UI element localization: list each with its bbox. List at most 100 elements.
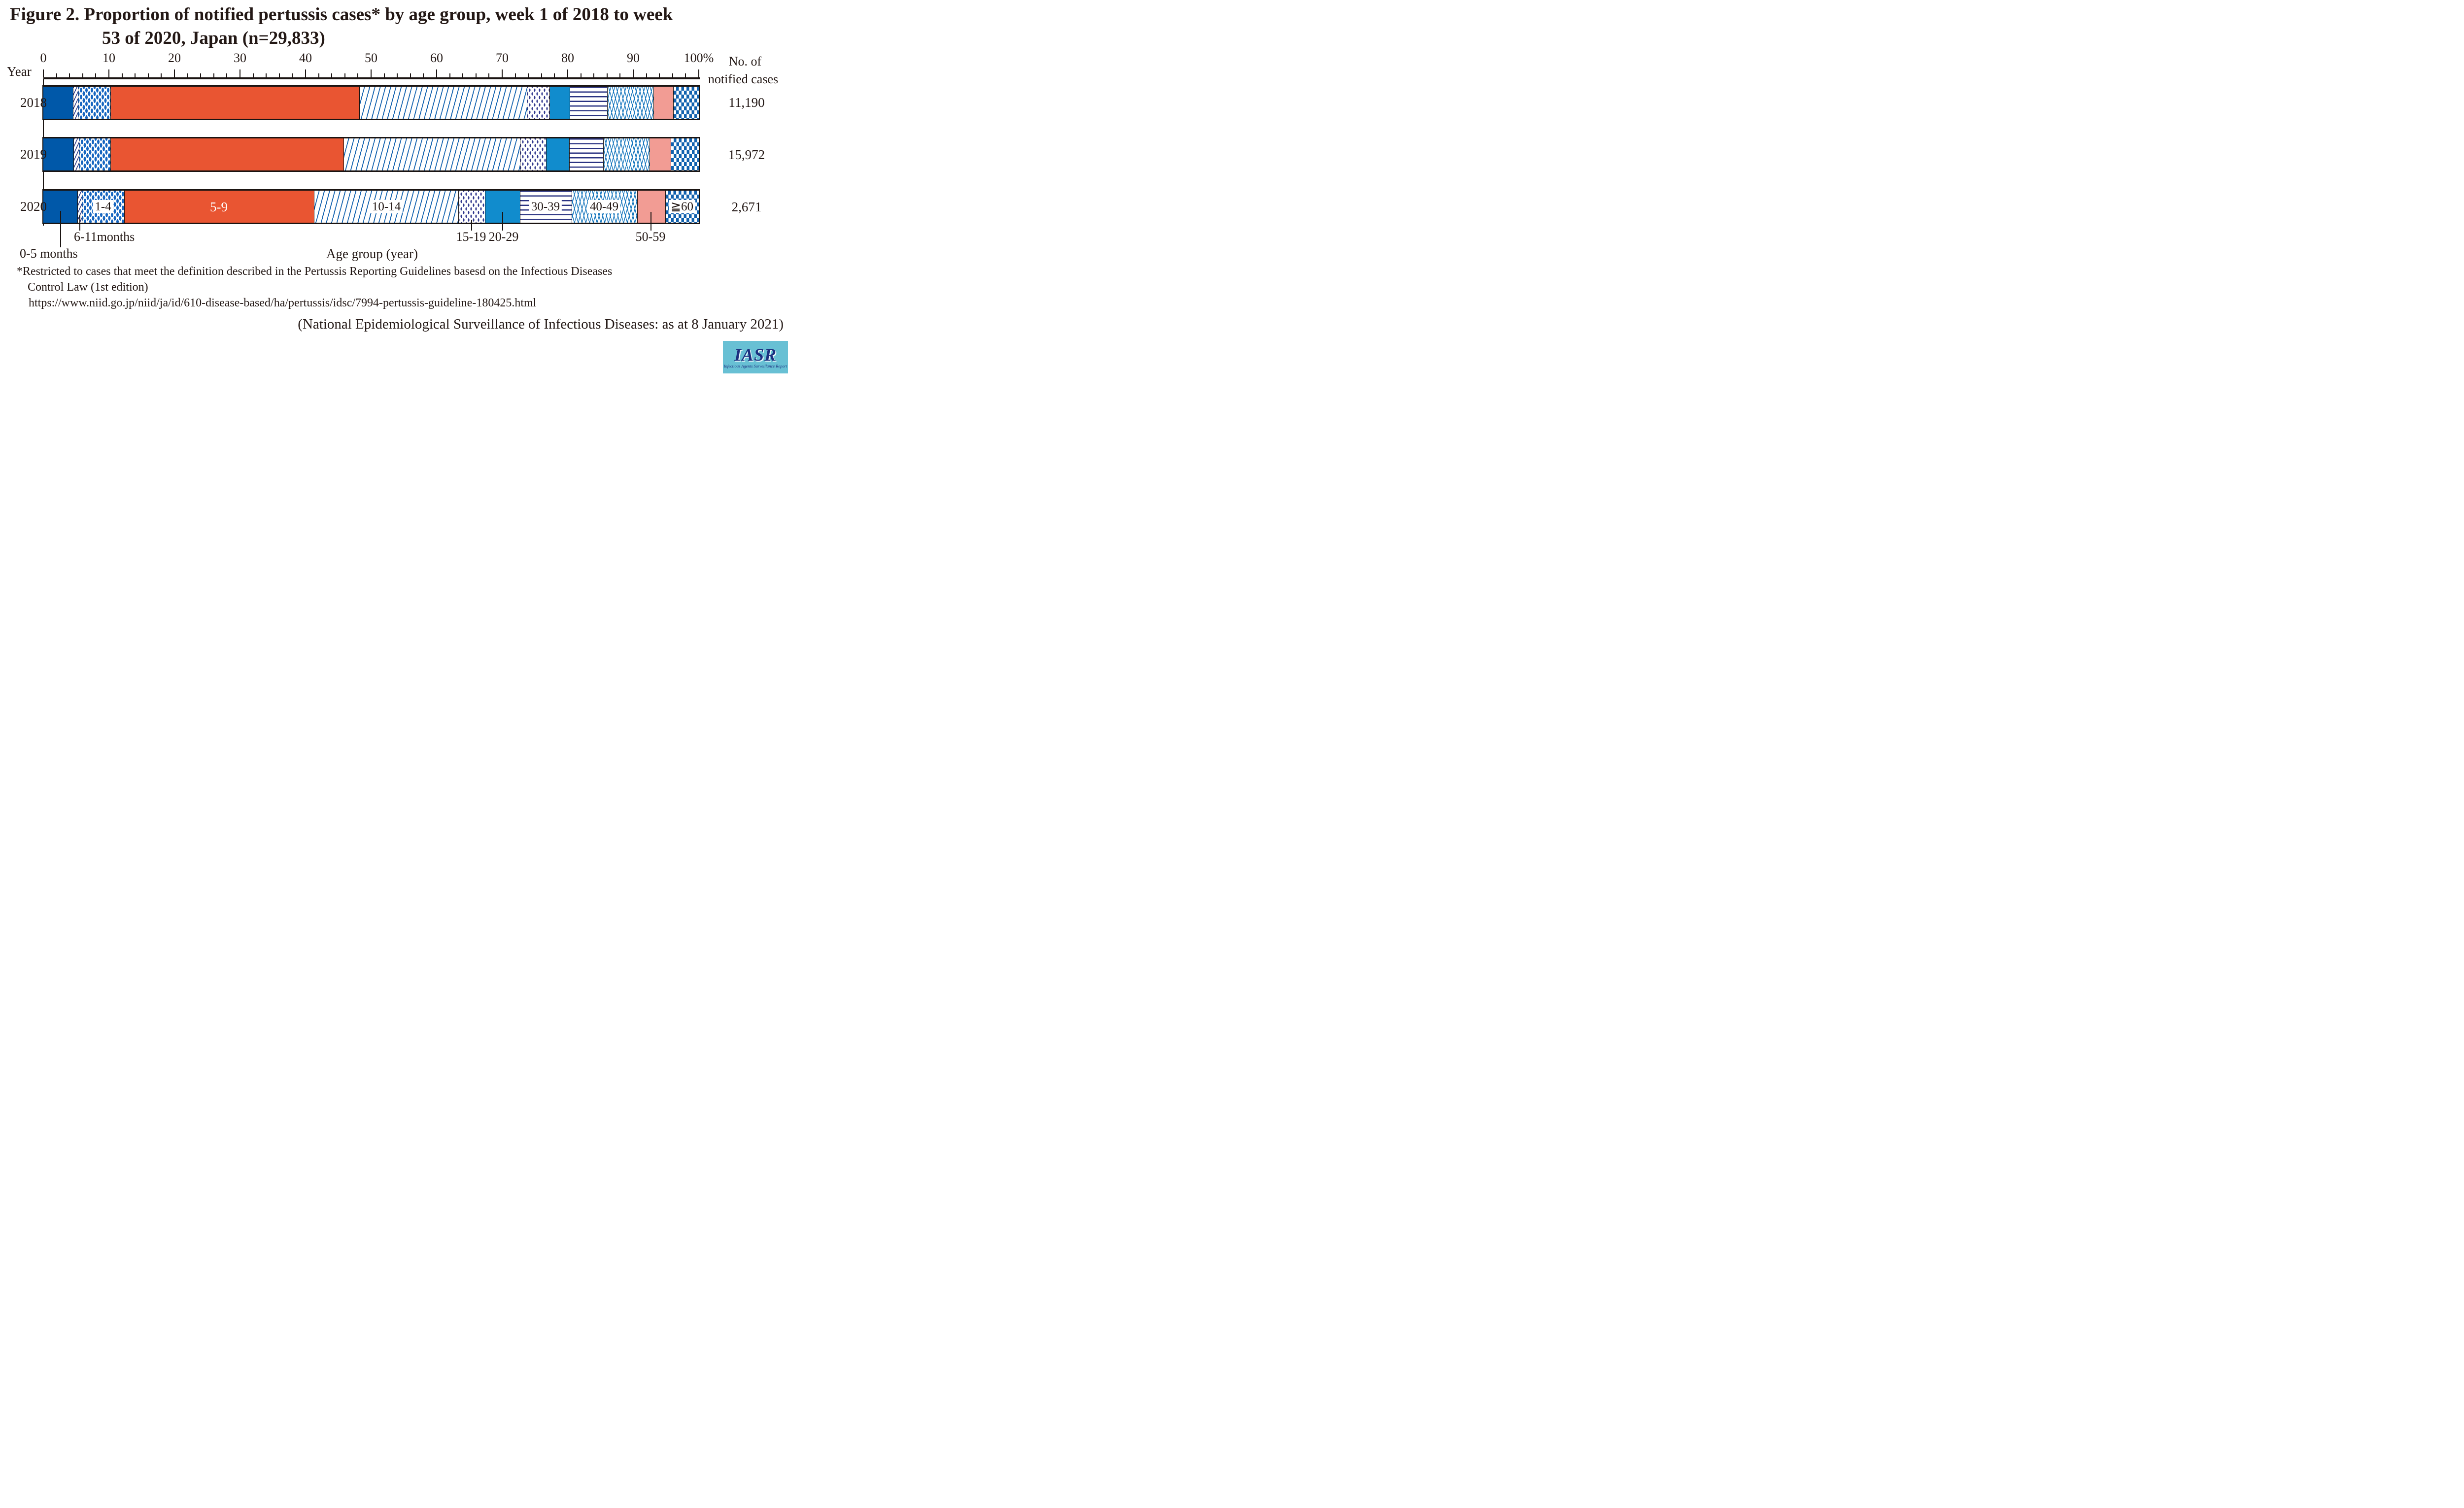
minor-tick bbox=[619, 73, 621, 77]
total-2020: 2,671 bbox=[731, 200, 762, 214]
segment-2019-20-29 bbox=[546, 138, 569, 170]
major-tick bbox=[371, 69, 372, 77]
minor-tick bbox=[423, 73, 424, 77]
figure-page: { "title": { "line1": "Figure 2. Proport… bbox=[0, 0, 795, 377]
iasr-logo-caption: Infectious Agents Surveillance Report bbox=[723, 364, 787, 369]
major-tick bbox=[108, 69, 109, 77]
minor-tick bbox=[69, 73, 70, 77]
minor-tick bbox=[475, 73, 477, 77]
minor-tick bbox=[514, 73, 516, 77]
source-citation: (National Epidemiological Surveillance o… bbox=[298, 316, 784, 332]
segment-2019-6-11-months bbox=[73, 138, 79, 170]
minor-tick bbox=[213, 73, 214, 77]
x-tick-label: 40 bbox=[299, 51, 312, 65]
agegroup-label-40-49: 40-49 bbox=[587, 199, 621, 215]
segment-2019-5-9 bbox=[110, 138, 344, 170]
segment-2020-15-19 bbox=[458, 191, 485, 223]
minor-tick bbox=[344, 73, 345, 77]
minor-tick bbox=[397, 73, 398, 77]
minor-tick bbox=[541, 73, 542, 77]
segment-2019-0-5-months bbox=[43, 138, 74, 170]
leader-line-15-19 bbox=[471, 220, 472, 231]
leader-line-0-5-months bbox=[60, 211, 61, 247]
leader-line-20-29 bbox=[502, 212, 503, 231]
minor-tick bbox=[56, 73, 57, 77]
minor-tick bbox=[580, 73, 582, 77]
minor-tick bbox=[449, 73, 450, 77]
iasr-logo-text: IASR bbox=[734, 345, 777, 365]
total-2018: 11,190 bbox=[728, 95, 765, 110]
minor-tick bbox=[383, 73, 385, 77]
x-tick-label: 60 bbox=[430, 51, 443, 65]
x-tick-label: 0 bbox=[40, 51, 47, 65]
agegroup-label-30-39: 30-39 bbox=[529, 199, 562, 215]
major-tick bbox=[436, 69, 437, 77]
y-axis-title: Year bbox=[7, 64, 32, 79]
minor-tick bbox=[593, 73, 595, 77]
agegroup-label-20-29: 20-29 bbox=[488, 230, 519, 244]
footnote-line1: *Restricted to cases that meet the defin… bbox=[17, 265, 613, 278]
segment-2020-5-9 bbox=[124, 191, 314, 223]
iasr-logo: IASR Infectious Agents Surveillance Repo… bbox=[723, 341, 788, 373]
minor-tick bbox=[226, 73, 228, 77]
major-tick bbox=[698, 69, 699, 77]
minor-tick bbox=[278, 73, 280, 77]
minor-tick bbox=[488, 73, 490, 77]
agegroup-label-10-14: 10-14 bbox=[370, 199, 403, 215]
x-tick-label: 30 bbox=[234, 51, 246, 65]
major-tick bbox=[174, 69, 175, 77]
major-tick bbox=[567, 69, 568, 77]
footnote-url: https://www.niid.go.jp/niid/ja/id/610-di… bbox=[29, 297, 537, 309]
major-tick bbox=[633, 69, 634, 77]
minor-tick bbox=[252, 73, 254, 77]
minor-tick bbox=[121, 73, 123, 77]
footnote-line2: Control Law (1st edition) bbox=[28, 281, 148, 294]
segment-2018-30-39 bbox=[569, 87, 607, 119]
segment-2019-15-19 bbox=[519, 138, 547, 170]
segment-2020-6-11-months bbox=[77, 191, 82, 223]
year-label-2019: 2019 bbox=[20, 147, 47, 162]
agegroup-label-60plus: ≧60 bbox=[669, 199, 695, 215]
minor-tick bbox=[646, 73, 647, 77]
minor-tick bbox=[266, 73, 267, 77]
leader-line-6-11-months bbox=[79, 215, 80, 231]
segment-2019-≧60 bbox=[670, 138, 699, 170]
segment-2018-0-5-months bbox=[43, 87, 73, 119]
agegroup-label-50-59: 50-59 bbox=[635, 230, 666, 244]
x-tick-label: 100% bbox=[684, 51, 714, 65]
minor-tick bbox=[318, 73, 319, 77]
minor-tick bbox=[147, 73, 149, 77]
segment-2018-50-59 bbox=[653, 87, 674, 119]
minor-tick bbox=[357, 73, 359, 77]
segment-2018-15-19 bbox=[527, 87, 549, 119]
leader-line-50-59 bbox=[650, 212, 651, 231]
minor-tick bbox=[187, 73, 188, 77]
segment-2018-≧60 bbox=[673, 87, 699, 119]
minor-tick bbox=[554, 73, 555, 77]
segment-2018-20-29 bbox=[549, 87, 570, 119]
minor-tick bbox=[95, 73, 97, 77]
major-tick bbox=[43, 69, 44, 77]
minor-tick bbox=[135, 73, 136, 77]
agegroup-label-15-19: 15-19 bbox=[456, 230, 486, 244]
segment-2019-50-59 bbox=[650, 138, 671, 170]
figure-title-line1: Figure 2. Proportion of notified pertuss… bbox=[10, 4, 673, 25]
year-label-2018: 2018 bbox=[20, 95, 47, 110]
minor-tick bbox=[606, 73, 608, 77]
segment-2018-5-9 bbox=[110, 87, 360, 119]
agegroup-label-6-11-months: 6-11months bbox=[74, 230, 135, 244]
x-tick-label: 50 bbox=[365, 51, 377, 65]
segment-2018-1-4 bbox=[78, 87, 110, 119]
figure-title-line2: 53 of 2020, Japan (n=29,833) bbox=[102, 28, 325, 48]
minor-tick bbox=[82, 73, 83, 77]
segment-2018-6-11-months bbox=[72, 87, 78, 119]
major-tick bbox=[502, 69, 503, 77]
x-tick-label: 90 bbox=[627, 51, 640, 65]
segment-2018-40-49 bbox=[607, 87, 654, 119]
segment-2019-1-4 bbox=[78, 138, 110, 170]
minor-tick bbox=[672, 73, 673, 77]
minor-tick bbox=[161, 73, 162, 77]
stacked-bar-2019 bbox=[42, 137, 700, 172]
minor-tick bbox=[462, 73, 464, 77]
major-tick bbox=[305, 69, 306, 77]
